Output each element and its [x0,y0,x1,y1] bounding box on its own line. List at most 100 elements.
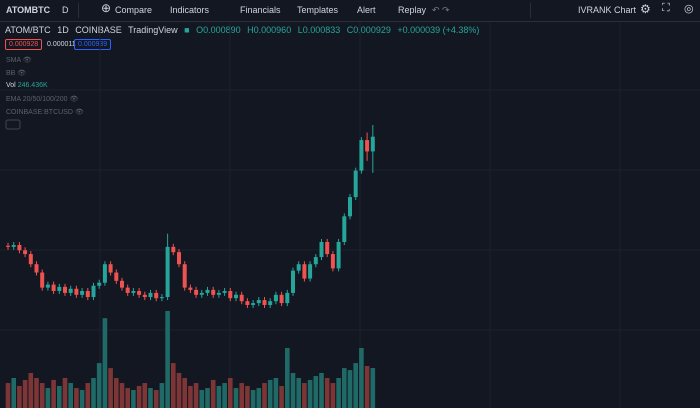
volume-bar [125,388,130,408]
candle-body [291,270,295,293]
interval[interactable]: D [62,5,69,15]
volume-bar [239,383,244,408]
candle-body [85,291,90,298]
btcusd-label: COINBASE:BTCUSD [6,109,73,116]
candle-body [51,284,56,292]
fullscreen[interactable]: ⛶ [662,2,670,14]
candle-body [80,291,85,295]
candle-body [239,294,244,302]
bb-label: BB [6,70,16,77]
o: 0.000890 [203,25,241,35]
volume-bar [279,385,284,408]
change: +0.000039 (+4.38%) [397,25,480,35]
settings[interactable]: ⚙ [640,2,651,16]
grid [0,22,700,408]
exchange: COINBASE [75,25,122,35]
candle-body [34,264,39,273]
candle-body [216,292,221,295]
volume-bar [256,388,262,408]
candle-body [251,303,256,305]
volume-bar [285,347,290,408]
candle-body [154,292,159,299]
symbol[interactable]: ATOMBTC [6,5,51,15]
candle-body [325,241,330,255]
volume-bar [290,372,296,408]
volume-bar [148,388,153,408]
volume-bar [79,389,85,408]
templates[interactable]: Templates [297,5,339,15]
volume-bar [188,385,193,408]
candle-body [125,287,130,293]
volume-bar [74,388,79,408]
compare-icon: ⊕ [101,1,112,15]
undo[interactable]: ↶ ↷ [432,5,450,15]
sma[interactable]: SMA 👁 [6,57,32,64]
candle-body [330,254,335,269]
snapshot[interactable]: ◎ [684,3,694,15]
volume-bar [342,368,347,408]
vol-value: 246.436K [17,82,48,89]
candle-body [182,264,187,288]
ema[interactable]: EMA 20/50/100/200 👁 [6,96,79,103]
volume-bar [39,383,45,408]
replay[interactable]: Replay [398,5,427,15]
toolbar: ATOMBTC D ⊕ Compare Indicators Financial… [0,0,700,22]
candle-body [256,300,261,304]
volume-bar [119,383,125,408]
vol[interactable]: Vol 246.436K [6,82,48,89]
volume-bar [193,383,199,408]
volume-bar [347,370,353,408]
volume-bar [153,389,159,408]
candle-body [91,285,96,298]
volume-bar [17,385,22,408]
collapse-button [5,119,21,130]
volume-bar [330,383,336,408]
volume-bar [233,388,239,408]
indicators[interactable]: Indicators [170,5,210,15]
volume-bar [96,363,102,408]
candle-body [313,257,318,265]
candle-body [205,289,210,293]
volume-bar [182,377,187,408]
candle-body [268,301,273,305]
spread: 0.000011 [47,41,76,48]
volume-bar [45,388,51,408]
volume-bar [302,383,307,408]
candle-body [17,244,22,251]
alert[interactable]: Alert [357,5,376,15]
candle-body [245,301,250,305]
volume-bar [131,389,136,408]
pair: ATOM/BTC [5,25,51,35]
o-label: O [196,25,204,35]
volume-bar [5,383,11,408]
bid[interactable]: 0.000928 [5,39,43,50]
candle-body [108,264,113,273]
btcusd[interactable]: COINBASE:BTCUSD 👁 [6,109,84,116]
separator [530,3,531,18]
volume-bar [359,347,364,408]
legend: ATOM/BTC 1D COINBASE TradingView ■ O0.00… [5,25,483,35]
candle-body [68,288,73,293]
vol-label: Vol [6,82,16,89]
volume-bar [176,372,182,408]
volume-bar [142,383,148,408]
bb[interactable]: BB 👁 [6,70,27,77]
ask[interactable]: 0.000939 [74,39,112,50]
candle-body [199,292,204,295]
candle-body [285,292,290,304]
volume-bar [353,363,358,408]
financials[interactable]: Financials [240,5,281,15]
volume-bar [267,379,273,408]
volume-bar [370,368,376,408]
layout[interactable]: IVRANK Chart [578,5,637,15]
h: 0.000960 [253,25,292,35]
candle-body [188,287,193,290]
compare[interactable]: Compare [115,5,153,15]
separator [78,3,79,18]
volume-bar [171,363,176,408]
volume-bar [34,377,39,408]
candle-body [159,297,164,299]
volume-bar [62,377,68,408]
volume-bar [102,318,108,408]
l-label: L [297,25,303,35]
